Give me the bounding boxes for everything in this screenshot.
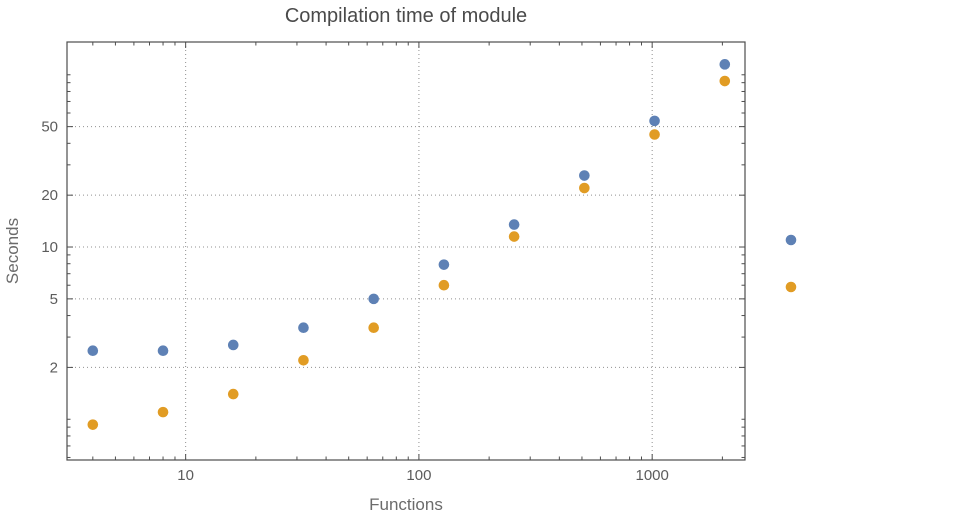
x-tick-label-10: 10 xyxy=(177,467,194,484)
point-blue-x128 xyxy=(438,259,450,270)
point-blue-x64 xyxy=(368,293,379,305)
point-blue-x256 xyxy=(508,219,520,230)
legend-marker-2 xyxy=(785,281,797,293)
point-orange-x16 xyxy=(227,388,239,400)
point-orange-x32 xyxy=(298,354,309,366)
point-blue-x1024 xyxy=(649,115,660,127)
y-tick-label-10: 10 xyxy=(41,239,58,256)
y-tick-label-5: 5 xyxy=(50,291,58,308)
point-orange-x256 xyxy=(508,231,520,242)
point-blue-x32 xyxy=(298,322,309,334)
point-orange-x512 xyxy=(579,182,590,194)
chart-title: Compilation time of module xyxy=(284,5,528,27)
point-orange-x64 xyxy=(368,322,379,334)
point-orange-x4 xyxy=(87,419,99,430)
legend-marker-1 xyxy=(785,234,797,246)
point-blue-x8 xyxy=(157,345,169,357)
x-axis-label: Functions xyxy=(369,495,443,514)
y-tick-label-20: 20 xyxy=(41,187,58,204)
y-tick-label-2: 2 xyxy=(50,359,58,376)
point-blue-x2048 xyxy=(719,59,731,70)
plot-frame xyxy=(66,41,746,461)
point-orange-x8 xyxy=(157,406,169,418)
point-orange-x128 xyxy=(438,279,450,291)
x-tick-label-1000: 1000 xyxy=(635,467,668,484)
point-blue-x16 xyxy=(227,339,239,351)
point-blue-x4 xyxy=(87,345,99,357)
point-orange-x2048 xyxy=(719,75,731,87)
y-tick-label-50: 50 xyxy=(41,119,58,136)
point-orange-x1024 xyxy=(649,129,660,140)
y-axis-label: Seconds xyxy=(3,217,22,285)
point-blue-x512 xyxy=(579,170,590,181)
x-tick-label-100: 100 xyxy=(406,467,431,484)
